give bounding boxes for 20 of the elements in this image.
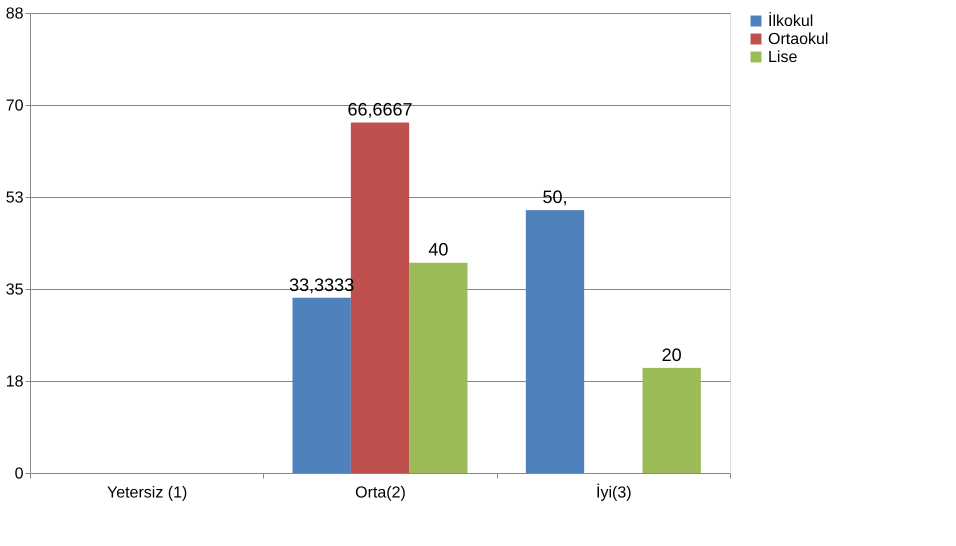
x-tick-label: Yetersiz (1) (107, 484, 188, 502)
y-tick-label: 53 (6, 190, 24, 206)
y-tick-label: 35 (6, 282, 24, 298)
data-label: 20 (662, 344, 682, 365)
legend-label: Ortaokul (768, 31, 828, 48)
bar (292, 298, 351, 473)
bar (409, 262, 468, 473)
data-label: 66,6667 (347, 100, 413, 120)
y-tick-label: 88 (6, 6, 24, 22)
bar (642, 368, 701, 473)
y-tick-label: 0 (14, 466, 24, 482)
x-tick-label: Orta(2) (355, 484, 406, 502)
legend-label: Lise (768, 49, 798, 66)
data-label: 40 (428, 240, 448, 260)
y-tick-label: 18 (6, 374, 24, 390)
bar (526, 210, 584, 473)
data-label: 50, (542, 187, 568, 208)
x-tick-label: İyi(3) (596, 484, 632, 502)
y-tick-label: 70 (6, 98, 24, 114)
legend-label: İlkokul (768, 12, 814, 30)
